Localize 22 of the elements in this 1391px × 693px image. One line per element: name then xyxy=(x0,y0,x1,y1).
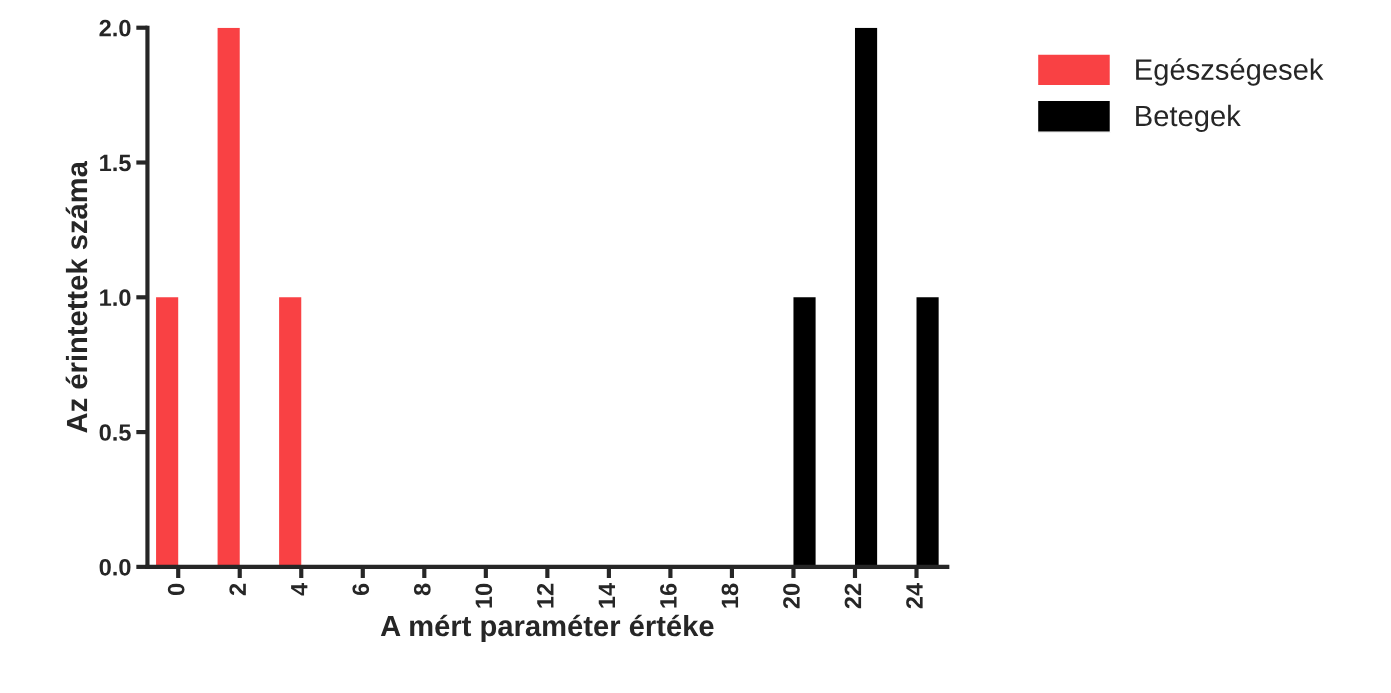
x-tick-label: 10 xyxy=(475,583,493,608)
x-tick-label: 16 xyxy=(660,583,677,608)
x-tick-label: 14 xyxy=(598,582,615,608)
y-tick-label: 1.0 xyxy=(100,289,131,307)
y-axis-title: Az érintettek száma xyxy=(65,160,88,433)
x-tick-label: 18 xyxy=(721,583,739,608)
x-tick-label: 22 xyxy=(844,583,862,609)
x-tick-label: 20 xyxy=(783,583,800,609)
y-tick-label: 0.5 xyxy=(99,424,131,441)
legend-label: Egészségesek xyxy=(1136,58,1324,86)
x-tick-label: 12 xyxy=(536,583,554,608)
y-tick-label: 1.5 xyxy=(100,154,131,172)
x-tick-label: 8 xyxy=(413,583,431,596)
y-tick-label: 2.0 xyxy=(99,19,131,37)
y-tick-label: 0.0 xyxy=(99,558,131,576)
x-tick-label: 6 xyxy=(352,583,370,596)
x-tick-label: 0 xyxy=(167,583,185,596)
x-tick-label: 4 xyxy=(291,582,308,596)
x-tick-label: 2 xyxy=(229,583,246,596)
x-tick-label: 24 xyxy=(906,582,923,609)
legend-label: Betegek xyxy=(1136,104,1241,133)
x-axis-title: A mért paraméter értéke xyxy=(380,614,714,643)
